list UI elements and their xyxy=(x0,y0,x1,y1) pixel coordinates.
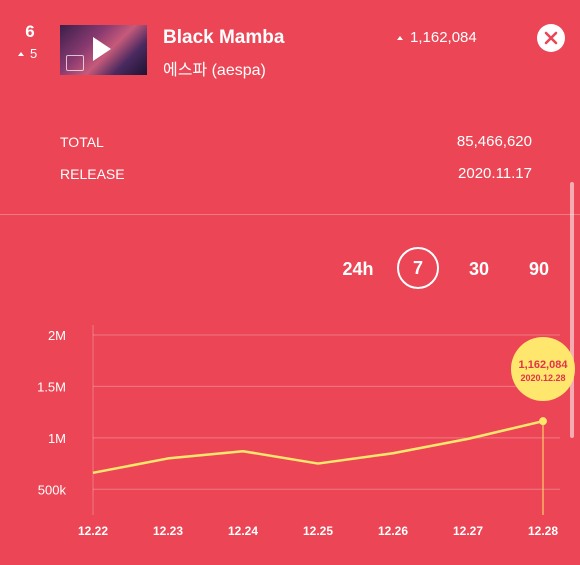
period-7-label: 7 xyxy=(412,257,423,278)
x-tick-label: 12.25 xyxy=(303,524,333,538)
divider xyxy=(0,214,580,215)
song-thumbnail[interactable] xyxy=(60,25,147,75)
song-title: Black Mamba xyxy=(163,27,285,48)
highlight-value: 1,162,084 xyxy=(519,359,569,371)
artist-name: 에스파 (aespa) xyxy=(163,62,266,79)
x-tick-label: 12.28 xyxy=(528,524,558,538)
stream-change-value: 1,162,084 xyxy=(410,29,477,46)
total-label: TOTAL xyxy=(60,134,104,150)
period-30-button[interactable]: 30 xyxy=(468,259,490,279)
x-tick-label: 12.26 xyxy=(378,524,408,538)
x-tick-label: 12.27 xyxy=(453,524,483,538)
x-tick-label: 12.24 xyxy=(228,524,258,538)
period-24h-button[interactable]: 24h xyxy=(342,259,374,279)
highlight-date: 2020.12.28 xyxy=(520,373,565,383)
highlight-point xyxy=(539,417,547,426)
play-icon[interactable] xyxy=(93,37,111,61)
rank-change-value: 5 xyxy=(30,46,38,61)
period-7-button[interactable]: 7 xyxy=(397,247,439,289)
stream-change: 1,162,084 xyxy=(397,29,477,46)
streams-line-chart: 500k 1M 1.5M 2M 12.22 12.23 12.24 12.25 12.26 12.… xyxy=(37,325,575,538)
period-90-button[interactable]: 90 xyxy=(528,259,550,279)
release-value: 2020.11.17 xyxy=(458,165,532,182)
series-line xyxy=(92,419,544,475)
x-tick-label: 12.22 xyxy=(78,524,108,538)
logo-mark-icon xyxy=(66,55,84,71)
y-tick-label: 1M xyxy=(48,431,66,446)
highlight-bubble xyxy=(511,337,575,401)
release-label: RELEASE xyxy=(60,166,125,182)
scrollbar[interactable] xyxy=(570,182,574,438)
triangle-up-icon xyxy=(18,51,24,56)
x-tick-label: 12.23 xyxy=(153,524,183,538)
close-icon xyxy=(544,31,558,45)
close-button[interactable] xyxy=(537,24,565,52)
y-tick-label: 1.5M xyxy=(37,379,66,394)
rank-number: 6 xyxy=(25,22,35,41)
rank-change: 5 xyxy=(18,46,37,61)
y-tick-label: 2M xyxy=(48,328,66,343)
total-value: 85,466,620 xyxy=(456,133,532,150)
y-tick-label: 500k xyxy=(38,482,67,497)
triangle-up-icon xyxy=(397,35,403,40)
